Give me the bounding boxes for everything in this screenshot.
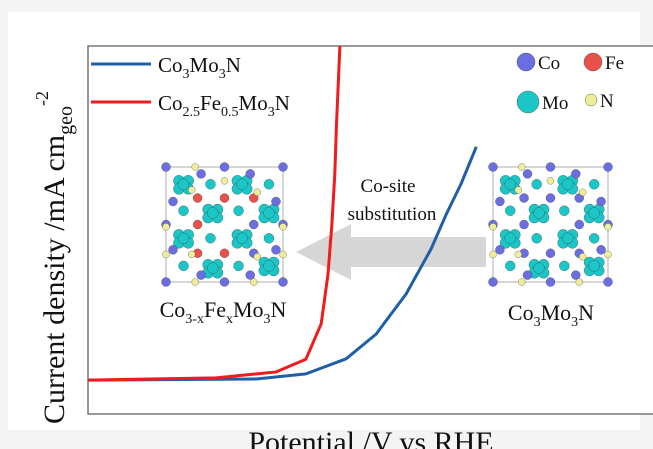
arrow-text-2: substitution (348, 204, 437, 225)
atom-legend-fe-icon (583, 52, 603, 72)
structure-co3mo3n (488, 162, 613, 287)
figure: Co-site substitution Co3-xFexMo3N Co3Mo3… (8, 12, 653, 449)
x-axis-label: Potential /V vs RHE (248, 426, 493, 449)
legend-label-1: Co2.5Fe0.5Mo3N (158, 91, 290, 120)
atom-legend-label: Fe (605, 53, 624, 74)
legend-label-0: Co3Mo3N (158, 53, 241, 82)
chart-svg: Co-site substitution Co3-xFexMo3N Co3Mo3… (32, 45, 653, 449)
left-structure-label: Co3-xFexMo3N (160, 297, 287, 327)
series-line-1 (87, 45, 342, 382)
crystal-structures (161, 162, 613, 287)
right-structure-label: Co3Mo3N (508, 300, 594, 330)
series-group (87, 45, 478, 382)
atom-legend: Co Fe Mo N (516, 52, 624, 114)
atom-legend-n-icon (584, 93, 598, 107)
structure-co3-xfexmo3n (161, 162, 288, 287)
atom-legend-co-icon (516, 52, 536, 72)
plot-area (87, 45, 653, 415)
atom-legend-label: Mo (542, 93, 568, 114)
substitution-arrow (296, 224, 486, 280)
atom-legend-label: Co (538, 53, 560, 74)
atom-legend-label: N (600, 91, 614, 112)
legend: Co3Mo3N Co2.5Fe0.5Mo3N (91, 53, 290, 120)
atom-legend-mo-icon (516, 90, 540, 114)
arrow-text-1: Co-site (361, 176, 416, 197)
y-axis-label: Current density /mA cmgeo-2 (32, 91, 77, 424)
series-line-0 (87, 146, 478, 382)
